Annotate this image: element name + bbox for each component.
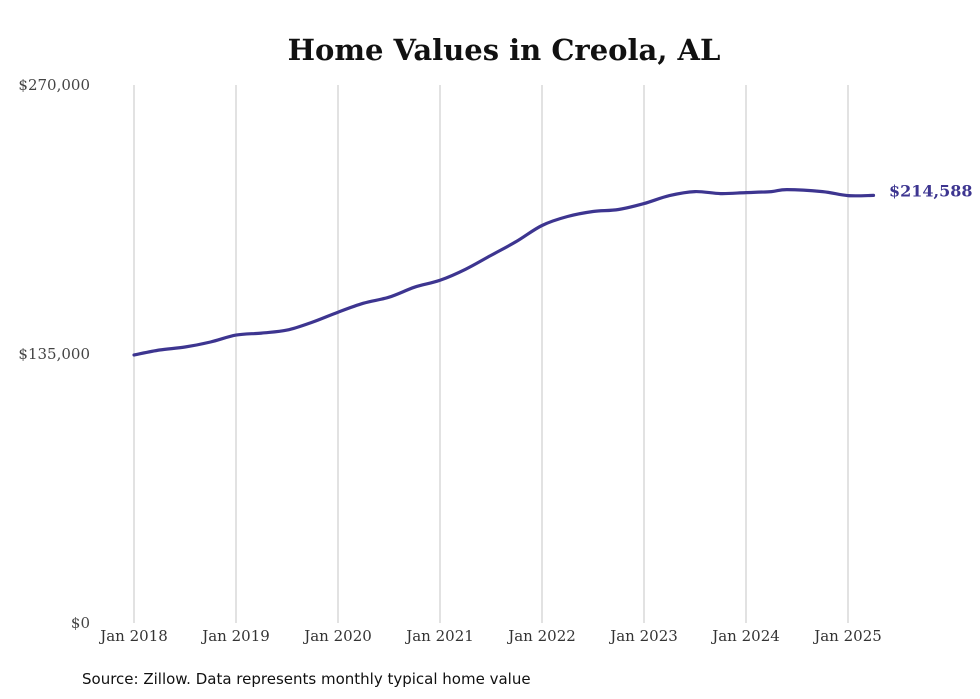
x-tick-label: Jan 2019	[200, 627, 270, 645]
y-tick-label: $0	[71, 614, 90, 632]
x-tick-label: Jan 2018	[98, 627, 168, 645]
y-axis-ticks: $0 $135,000 $270,000	[18, 76, 90, 632]
x-tick-label: Jan 2022	[506, 627, 576, 645]
y-tick-label: $135,000	[18, 345, 90, 363]
x-tick-label: Jan 2021	[404, 627, 474, 645]
y-tick-label: $270,000	[18, 76, 90, 94]
x-tick-label: Jan 2024	[710, 627, 780, 645]
chart-title: Home Values in Creola, AL	[288, 33, 721, 67]
x-tick-label: Jan 2023	[608, 627, 678, 645]
x-tick-label: Jan 2025	[812, 627, 882, 645]
home-value-line	[132, 188, 876, 357]
gridlines	[133, 85, 849, 623]
x-tick-label: Jan 2020	[302, 627, 372, 645]
x-axis-ticks: Jan 2018 Jan 2019 Jan 2020 Jan 2021 Jan 2022…	[98, 627, 882, 645]
end-value-label: $214,588	[889, 181, 973, 200]
source-note: Source: Zillow. Data represents monthly …	[82, 670, 531, 688]
